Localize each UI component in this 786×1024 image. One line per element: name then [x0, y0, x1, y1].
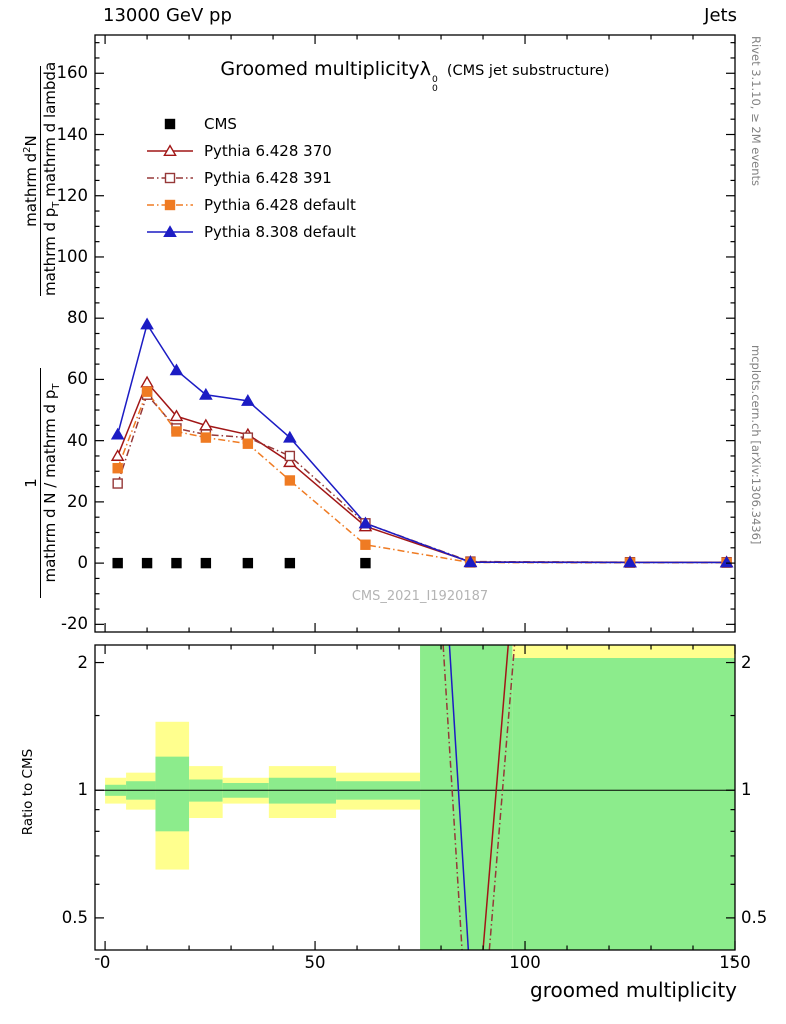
cms-marker-icon [164, 118, 176, 129]
lambda-symbol: λ [419, 58, 431, 80]
legend-label: Pythia 6.428 391 [204, 168, 332, 187]
legend-item-p6def: Pythia 6.428 default [146, 191, 356, 218]
legend-item-p370: Pythia 6.428 370 [146, 137, 356, 164]
legend-label: Pythia 6.428 370 [204, 141, 332, 160]
main-y-tick-label: 40 [67, 430, 88, 450]
legend: CMS Pythia 6.428 370 Pythia 6.428 391 Pythi… [146, 110, 356, 245]
main-y-tick-label: 60 [67, 369, 88, 389]
main-y-tick-label: 0 [77, 553, 89, 573]
p391-marker-icon [147, 172, 193, 183]
x-tick-label: 150 [719, 953, 751, 972]
p370-marker-icon [147, 143, 193, 156]
rivet-version-label: Rivet 3.1.10, ≥ 2M events [749, 36, 763, 187]
legend-label: Pythia 8.308 default [204, 222, 356, 241]
ratio-y-tick-label-right: 1 [741, 780, 752, 800]
main-y-tick-label: 120 [56, 185, 89, 205]
main-y-tick-label: 160 [56, 63, 89, 83]
legend-label: Pythia 6.428 default [204, 195, 356, 214]
x-tick-label: 50 [304, 953, 326, 972]
x-axis-label: groomed multiplicity [530, 978, 737, 1002]
main-y-tick-label: 20 [67, 491, 88, 511]
p8def-marker-icon [147, 224, 193, 237]
ratio-y-tick-label-right: 2 [741, 652, 752, 672]
ratio-y-tick-label-left: 0.5 [61, 907, 88, 927]
main-y-tick-label: -20 [61, 614, 88, 634]
ratio-y-tick-label-left: 2 [77, 652, 89, 672]
legend-label: CMS [204, 114, 237, 133]
x-tick-label: 100 [509, 953, 541, 972]
ratio-y-tick-label-left: 1 [77, 780, 89, 800]
legend-item-p391: Pythia 6.428 391 [146, 164, 356, 191]
main-y-tick-label: 140 [56, 124, 89, 144]
plot-title-text: Groomed multiplicity [220, 58, 420, 80]
main-y-tick-label: 80 [67, 308, 88, 328]
legend-item-cms: CMS [146, 110, 356, 137]
p6def-marker-icon [147, 199, 193, 210]
plot-title-paren: (CMS jet substructure) [446, 63, 610, 79]
ratio-y-tick-label-right: 0.5 [741, 907, 768, 927]
analysis-group-label: Jets [704, 5, 737, 26]
main-y-tick-label: 100 [56, 246, 89, 266]
beam-energy-label: 13000 GeV pp [103, 5, 232, 26]
plot-title: Groomed multiplicityλ 0 0 (CMS jet substru… [115, 58, 715, 93]
x-tick-label: 0 [99, 953, 111, 972]
analysis-id-watermark: CMS_2021_I1920187 [351, 589, 489, 604]
legend-item-p8def: Pythia 8.308 default [146, 218, 356, 245]
mcplots-credit-label: mcplots.cern.ch [arXiv:1306.3436] [749, 345, 763, 545]
